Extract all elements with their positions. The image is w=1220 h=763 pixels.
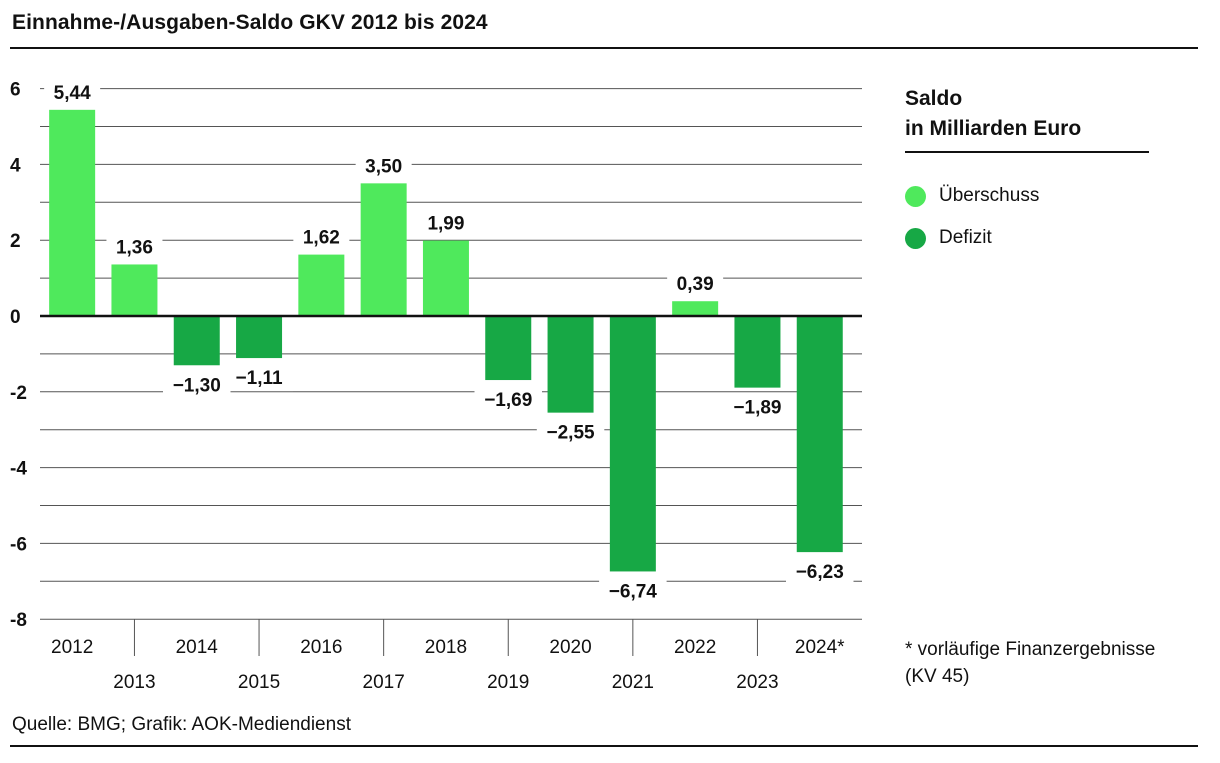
legend-swatch-deficit (905, 227, 926, 249)
bar (796, 316, 843, 553)
legend-divider (905, 151, 1149, 153)
data-label-background (667, 271, 724, 298)
x-tick-label: 2019 (487, 672, 529, 693)
bar (422, 240, 469, 316)
bar (672, 301, 719, 316)
legend-title-line1: Saldo (905, 87, 963, 110)
data-label-background (417, 210, 474, 237)
y-tick-label: -6 (10, 534, 27, 555)
data-label: −2,55 (547, 423, 596, 444)
data-label-background (536, 419, 605, 446)
footnote-line1: * vorläufige Finanzergebnisse (905, 639, 1156, 660)
x-tick-label: 2013 (113, 672, 155, 693)
bar (485, 316, 532, 381)
y-tick-label: 4 (10, 155, 21, 176)
bar (111, 264, 158, 316)
data-label-background (106, 234, 163, 261)
data-label: 0,39 (677, 274, 714, 295)
data-label-background (723, 394, 792, 421)
x-tick-label: 2017 (363, 672, 405, 693)
legend-label-deficit: Defizit (939, 227, 992, 248)
x-tick-label: 2015 (238, 672, 280, 693)
data-label: −6,74 (609, 581, 658, 602)
legend-title: Saldo in Milliarden Euro (905, 84, 1081, 144)
data-label: −1,89 (733, 398, 781, 419)
data-label-background (355, 153, 412, 180)
data-label-background (786, 559, 854, 586)
data-label: 3,50 (365, 156, 402, 177)
bar (236, 316, 283, 359)
footnote-line2: (KV 45) (905, 666, 970, 687)
x-tick-label: 2016 (300, 637, 342, 658)
bottom-divider (10, 745, 1198, 747)
data-label: −1,69 (484, 390, 532, 411)
y-tick-label: -2 (10, 383, 27, 404)
bar (609, 316, 656, 572)
data-label: 1,99 (427, 214, 464, 235)
data-label-background (163, 372, 231, 399)
data-label: −1,30 (173, 375, 221, 396)
data-label-background (225, 365, 293, 392)
x-tick-label: 2014 (176, 637, 219, 658)
bar (360, 183, 407, 316)
data-label-background (599, 578, 667, 605)
source-note: Quelle: BMG; Grafik: AOK-Mediendienst (12, 714, 351, 735)
data-label: 1,62 (303, 228, 340, 249)
data-label-background (474, 387, 542, 414)
x-tick-label: 2018 (425, 637, 467, 658)
data-label: 5,44 (54, 83, 91, 104)
title-divider (10, 47, 1198, 49)
footnote: * vorläufige Finanzergebnisse (KV 45) (905, 636, 1155, 690)
x-tick-label: 2024* (795, 637, 845, 658)
x-tick-label: 2021 (612, 672, 654, 693)
y-tick-label: 2 (10, 231, 21, 252)
x-tick-label: 2012 (51, 637, 93, 658)
y-tick-label: -8 (10, 610, 27, 631)
legend-swatch-surplus (905, 185, 926, 207)
chart-title: Einnahme-/Ausgaben-Saldo GKV 2012 bis 20… (12, 11, 488, 34)
y-tick-label: 0 (10, 307, 21, 328)
bar (173, 316, 220, 366)
x-tick-label: 2020 (549, 637, 591, 658)
legend-label-surplus: Überschuss (939, 185, 1040, 206)
bar (734, 316, 781, 388)
y-tick-label: -4 (10, 459, 27, 480)
data-label-background (293, 224, 350, 251)
data-label: 1,36 (116, 237, 153, 258)
data-label: −1,11 (236, 368, 283, 389)
x-tick-label: 2022 (674, 637, 716, 658)
data-label-background (44, 79, 101, 106)
legend-title-line2: in Milliarden Euro (905, 117, 1082, 140)
bar-chart: 6 4 2 0 -2 -4 -6 -8 5,44 1,36 −1,30 −1,11 1,62 3,50 1,… (10, 79, 862, 693)
legend-item-surplus: Überschuss (905, 184, 1039, 208)
x-tick-label: 2023 (736, 672, 778, 693)
bar (298, 254, 345, 316)
bar (547, 316, 594, 413)
y-tick-label: 6 (10, 80, 21, 101)
bar (49, 109, 96, 316)
data-label: −6,23 (796, 562, 844, 583)
legend-item-deficit: Defizit (905, 226, 992, 250)
